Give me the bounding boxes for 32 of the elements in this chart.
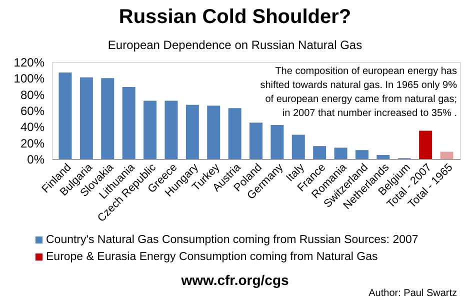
y-tick-label: 40% (20, 120, 45, 134)
bar (122, 87, 136, 159)
bar (313, 146, 326, 159)
bar (419, 130, 432, 159)
legend-label: Country's Natural Gas Consumption coming from Russian Sources: 2007 (46, 234, 418, 246)
y-tick-label: 120% (14, 56, 45, 70)
chart-subtitle: European Dependence on Russian Natural Gas (108, 38, 362, 52)
bar (270, 125, 284, 159)
y-tick-label: 20% (20, 136, 45, 150)
bar (101, 78, 114, 159)
bar (164, 100, 178, 159)
bar (144, 100, 157, 159)
bar (440, 152, 454, 159)
y-tick-label: 100% (14, 72, 45, 86)
chart-title: Russian Cold Shoulder? (118, 6, 352, 28)
text: www.cfr.org/cgs (180, 272, 290, 288)
annotation: The composition of european energy has shifted towards natural gas. In 1965 only 9% of european energy came from natural gas; in 2007 that number increased to 35% . (260, 66, 458, 119)
bar (228, 108, 242, 159)
bar (376, 154, 390, 159)
bar (355, 150, 368, 159)
y-tick-label: 60% (20, 104, 45, 118)
bar (292, 134, 305, 159)
bar (186, 104, 199, 159)
bar (334, 148, 348, 159)
bar (250, 122, 262, 159)
bar (80, 77, 93, 159)
y-tick-label: 80% (20, 88, 45, 102)
bar (58, 72, 72, 159)
text: Author: Paul Swartz (368, 288, 457, 299)
y-tick-label: 0% (27, 152, 45, 166)
bar (207, 106, 220, 159)
legend-label: Europe & Eurasia Energy Consumption coming from Natural Gas (46, 251, 378, 263)
